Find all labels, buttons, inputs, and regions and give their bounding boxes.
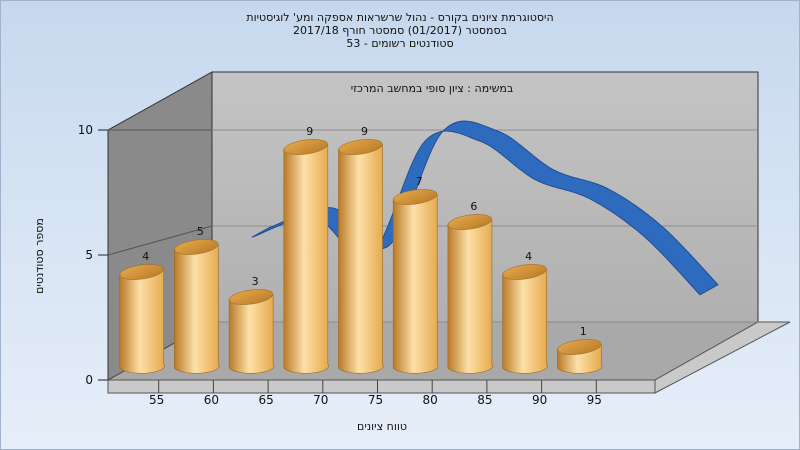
x-tick-label: 65 [258,393,273,407]
x-tick-label: 85 [477,393,492,407]
bar [447,214,494,374]
chart-title-line-1: היסטוגרמת ציונים בקורס - נהול שרשראות אס… [246,11,554,24]
bar-value-label: 6 [470,200,477,213]
bar [119,264,165,374]
bar-value-label: 4 [525,250,532,263]
x-tick-label: 60 [204,393,219,407]
bar [392,189,439,374]
y-tick-label: 5 [85,248,93,262]
x-axis-title: טווח ציונים [357,420,407,433]
bar [283,139,329,374]
x-tick-label: 55 [149,393,164,407]
x-tick-label: 75 [368,393,383,407]
y-tick-label: 0 [85,373,93,387]
chart-annotation: במשימה : ציון סופי במחשב המרכזי [351,82,514,95]
bar-value-label: 4 [142,250,149,263]
chart-title-line-2: בסמסטר (01/2017) סמסטר חורף 2017/18 [293,24,507,37]
x-tick-label: 80 [423,393,438,407]
chart-title-line-3: סטודנטים רשומים - 53 [346,37,454,50]
bar-value-label: 5 [197,225,204,238]
bar [174,239,220,374]
x-tick-label: 95 [587,393,602,407]
bar-value-label: 3 [252,275,259,288]
bar [228,289,275,374]
y-axis-title: מספר סטודנטים [33,218,46,294]
bar-value-label: 1 [580,325,587,338]
bar [338,139,384,374]
x-tick-label: 90 [532,393,547,407]
bar [557,339,603,374]
bar-value-label: 7 [416,175,423,188]
bar [502,264,548,374]
floor-front-edge [107,379,656,394]
x-tick-label: 70 [313,393,328,407]
y-grid-side [107,225,213,256]
bar-value-label: 9 [306,125,313,138]
bar-value-label: 9 [361,125,368,138]
y-tick-label: 10 [78,123,93,137]
